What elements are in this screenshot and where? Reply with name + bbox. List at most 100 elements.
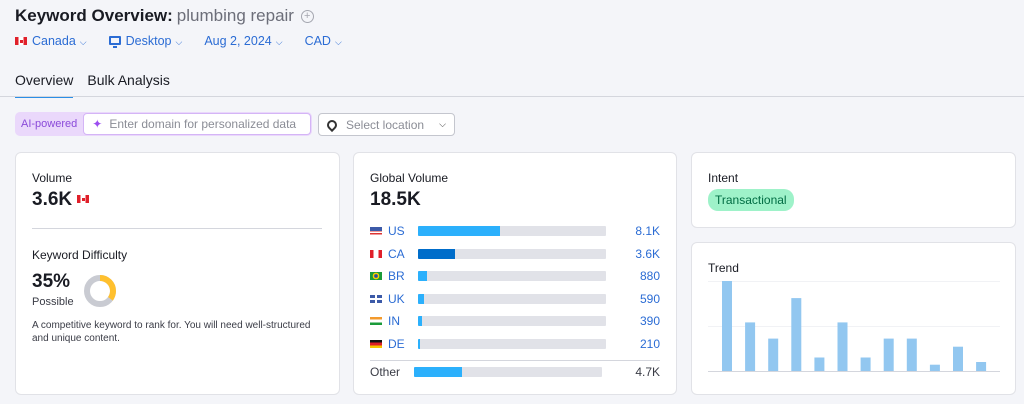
country-value[interactable]: 210 — [639, 336, 660, 351]
bar-fill — [414, 367, 462, 377]
bar-track — [418, 271, 606, 281]
country-value[interactable]: 590 — [639, 291, 660, 306]
bar-fill — [418, 293, 424, 304]
country-row-us: US 8.1K — [370, 224, 660, 238]
country-code[interactable]: IN — [388, 314, 400, 328]
country-code[interactable]: CA — [388, 246, 405, 261]
country-value[interactable]: 880 — [639, 269, 660, 283]
country-value[interactable]: 8.1K — [635, 224, 660, 238]
intent-badge: Transactional — [708, 189, 794, 211]
country-row-other: Other 4.7K — [370, 365, 660, 379]
country-code[interactable]: US — [388, 224, 405, 238]
global-volume-card: Global Volume 18.5K US 8.1K CA 3.6K BR 880 UK 5… — [353, 152, 677, 395]
intent-label: Intent — [708, 171, 739, 185]
country-row-br: BR 880 — [370, 269, 660, 283]
canada-flag-icon — [77, 195, 90, 203]
bar-fill — [418, 338, 421, 349]
kd-donut — [84, 275, 116, 307]
location-select[interactable]: Select location ⌵ — [318, 113, 455, 136]
kd-label: Keyword Difficulty — [32, 248, 128, 262]
device-select[interactable]: Desktop ⌵ — [108, 34, 183, 48]
chevron-down-icon: ⌵ — [175, 37, 183, 47]
trend-bar[interactable] — [906, 338, 917, 371]
divider — [0, 96, 1024, 97]
trend-bar[interactable] — [768, 338, 779, 371]
trend-label: Trend — [708, 261, 739, 275]
volume-number: 3.6K — [32, 189, 73, 210]
trend-bar[interactable] — [722, 281, 732, 371]
trend-bar[interactable] — [929, 364, 940, 371]
page-title: Keyword Overview: plumbing repair + — [15, 6, 314, 26]
tab-bulk-analysis[interactable]: Bulk Analysis — [87, 72, 170, 88]
location-placeholder: Select location — [346, 117, 425, 132]
other-value: 4.7K — [635, 365, 660, 379]
bar-track — [418, 316, 606, 326]
ai-domain-box: AI-powered ✦ Enter domain for personalize… — [15, 112, 312, 136]
bar-fill — [418, 316, 422, 326]
trend-bar[interactable] — [791, 298, 802, 371]
country-code[interactable]: BR — [388, 269, 405, 283]
trend-chart — [708, 281, 1000, 372]
currency-select[interactable]: CAD ⌵ — [305, 34, 342, 48]
kd-level: Possible — [32, 296, 74, 308]
in-flag-icon — [370, 317, 382, 325]
volume-value: 3.6K — [32, 189, 94, 211]
keyword: plumbing repair — [176, 6, 294, 25]
bar-fill — [418, 226, 501, 236]
country-row-ca: CA 3.6K — [370, 247, 660, 261]
de-flag-icon — [370, 339, 382, 348]
trend-bar[interactable] — [745, 322, 756, 371]
country-select[interactable]: Canada ⌵ — [15, 34, 87, 48]
global-volume-label: Global Volume — [370, 171, 449, 185]
trend-card: Trend — [691, 242, 1016, 395]
desktop-icon — [108, 36, 121, 48]
bar-fill — [418, 248, 455, 259]
country-code[interactable]: UK — [388, 291, 405, 306]
date-select[interactable]: Aug 2, 2024 ⌵ — [204, 34, 282, 48]
volume-label: Volume — [32, 171, 73, 185]
trend-bar[interactable] — [883, 338, 894, 371]
trend-bar[interactable] — [860, 357, 871, 372]
country-value[interactable]: 3.6K — [635, 246, 660, 261]
divider — [370, 360, 660, 361]
trend-bar[interactable] — [837, 322, 848, 371]
kd-donut-fill — [84, 275, 116, 307]
sparkle-icon: ✦ — [92, 117, 103, 131]
us-flag-icon — [370, 227, 382, 235]
volume-card: Volume 3.6K Keyword Difficulty 35% Possi… — [15, 152, 340, 395]
filters: Canada ⌵ Desktop ⌵ Aug 2, 2024 ⌵ CAD ⌵ — [15, 34, 342, 48]
trend-bar[interactable] — [814, 357, 825, 372]
intent-card: Intent Transactional — [691, 152, 1016, 228]
country-value[interactable]: 390 — [639, 314, 660, 328]
other-label: Other — [370, 365, 401, 379]
country-code[interactable]: DE — [388, 336, 405, 351]
canada-flag-icon — [15, 37, 27, 45]
ai-powered-label: AI-powered — [21, 118, 78, 130]
domain-input[interactable]: ✦ Enter domain for personalized data — [83, 113, 311, 135]
currency-label: CAD — [304, 34, 331, 48]
chevron-down-icon: ⌵ — [439, 119, 446, 129]
date-label: Aug 2, 2024 — [204, 34, 272, 48]
tab-overview[interactable]: Overview — [15, 72, 74, 98]
country-row-in: IN 390 — [370, 314, 660, 328]
add-icon[interactable]: + — [300, 10, 314, 23]
bar-track — [414, 367, 602, 377]
location-pin-icon — [324, 117, 340, 132]
kd-value: 35% — [32, 271, 71, 292]
global-volume-value: 18.5K — [370, 189, 421, 210]
title-text: Keyword Overview: — [15, 6, 173, 25]
uk-flag-icon — [370, 294, 382, 303]
trend-bar[interactable] — [953, 346, 963, 371]
chevron-down-icon: ⌵ — [334, 37, 342, 47]
kd-description: A competitive keyword to rank for. You w… — [32, 320, 311, 344]
trend-bar[interactable] — [976, 362, 987, 371]
br-flag-icon — [370, 272, 382, 280]
chevron-down-icon: ⌵ — [79, 37, 87, 47]
bar-fill — [418, 271, 427, 281]
country-row-de: DE 210 — [370, 337, 660, 351]
chevron-down-icon: ⌵ — [275, 37, 283, 47]
domain-placeholder: Enter domain for personalized data — [109, 117, 297, 131]
bar-track — [418, 338, 606, 349]
bar-track — [418, 226, 606, 236]
device-label: Desktop — [125, 34, 172, 48]
